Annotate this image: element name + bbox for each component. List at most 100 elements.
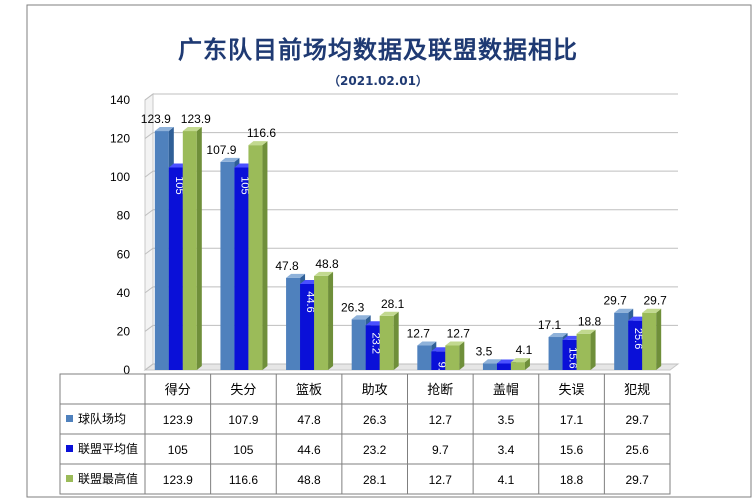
bar-side <box>524 358 530 370</box>
data-label: 107.9 <box>206 143 236 157</box>
bar <box>154 131 169 370</box>
legend-swatch <box>66 445 73 452</box>
bar-top <box>576 329 596 334</box>
y-tick-label: 80 <box>117 209 131 223</box>
category-label: 失分 <box>230 383 256 398</box>
bar <box>314 275 329 370</box>
data-label: 18.8 <box>578 315 602 329</box>
bar <box>482 363 497 370</box>
data-label: 44.6 <box>304 291 316 312</box>
table-cell: 123.9 <box>163 413 193 427</box>
category-label: 盖帽 <box>493 382 519 398</box>
y-tick-label: 120 <box>110 132 130 146</box>
bar <box>168 167 183 370</box>
bar-top <box>286 273 306 278</box>
bar <box>300 283 315 370</box>
bar-side <box>328 271 334 370</box>
data-label: 28.1 <box>381 297 405 311</box>
bar <box>182 131 197 370</box>
gridline <box>144 247 678 255</box>
bar-side <box>196 127 202 370</box>
table-cell: 15.6 <box>560 443 584 457</box>
bar-top <box>154 127 174 132</box>
table-cell: 116.6 <box>229 473 258 487</box>
category-label: 篮板 <box>296 383 322 398</box>
data-label: 26.3 <box>341 300 365 314</box>
y-tick-label: 0 <box>123 363 130 377</box>
data-label: 12.7 <box>407 327 431 341</box>
data-label: 47.8 <box>275 259 299 273</box>
table-cell: 107.9 <box>228 413 258 427</box>
outer-border <box>26 4 752 498</box>
bar-side <box>590 329 596 370</box>
bar-top <box>248 141 268 146</box>
data-label: 123.9 <box>141 112 171 126</box>
bar <box>248 145 263 370</box>
y-tick-label: 20 <box>117 324 131 338</box>
data-label: 116.6 <box>247 126 276 140</box>
bar-side <box>656 308 662 370</box>
table-cell: 26.3 <box>363 413 387 427</box>
bar-side <box>459 341 465 370</box>
table-cell: 18.8 <box>560 473 584 487</box>
gridline <box>144 132 678 139</box>
legend-label: 联盟平均值 <box>78 441 138 456</box>
bar <box>365 325 380 370</box>
category-label: 失误 <box>559 383 585 398</box>
data-label: 105 <box>238 176 250 194</box>
data-label: 29.7 <box>604 294 628 308</box>
bar <box>431 351 446 370</box>
gridline <box>144 286 678 294</box>
data-label: 29.7 <box>644 294 668 308</box>
y-tick-label: 60 <box>117 247 131 261</box>
y-tick-label: 40 <box>117 286 131 300</box>
bar <box>614 312 629 370</box>
bar <box>628 320 643 370</box>
bar <box>496 363 511 370</box>
category-label: 助攻 <box>362 383 388 398</box>
bar-top <box>351 315 371 320</box>
bar <box>286 277 301 370</box>
data-label: 25.6 <box>632 328 644 349</box>
bar-top <box>482 359 502 364</box>
bar <box>417 345 432 370</box>
data-label: 3.5 <box>476 344 493 358</box>
legend-label: 联盟最高值 <box>78 471 138 486</box>
bar-top <box>220 157 240 162</box>
bar <box>642 312 657 370</box>
category-label: 犯规 <box>624 383 650 398</box>
gridline <box>144 209 678 217</box>
table-cell: 12.7 <box>429 473 453 487</box>
table-cell: 47.8 <box>297 413 321 427</box>
bar <box>234 167 249 370</box>
bar-top <box>642 308 662 313</box>
table-cell: 123.9 <box>163 473 193 487</box>
bar-top <box>417 341 437 346</box>
gridline <box>144 324 678 332</box>
category-label: 得分 <box>165 382 191 398</box>
table-cell: 3.5 <box>498 413 515 427</box>
legend-swatch <box>66 475 73 482</box>
table-cell: 12.7 <box>429 413 453 427</box>
data-label: 17.1 <box>538 318 562 332</box>
bar <box>576 333 591 370</box>
table-cell: 3.4 <box>498 443 515 457</box>
data-label: 4.1 <box>516 343 533 357</box>
table-cell: 17.1 <box>560 413 584 427</box>
bar-top <box>182 127 202 132</box>
table-cell: 105 <box>233 443 253 457</box>
table-cell: 105 <box>168 443 188 457</box>
legend-label: 球队场均 <box>78 411 126 426</box>
table-cell: 29.7 <box>626 473 650 487</box>
bar <box>220 161 235 370</box>
bar-top <box>445 341 465 346</box>
y-tick-label: 100 <box>110 170 130 184</box>
chart-subtitle: （2021.02.01） <box>328 74 428 88</box>
bar-top <box>510 358 530 363</box>
table-cell: 23.2 <box>363 443 387 457</box>
table-cell: 29.7 <box>626 413 650 427</box>
data-label: 123.9 <box>181 112 211 126</box>
data-label: 105 <box>173 176 185 194</box>
